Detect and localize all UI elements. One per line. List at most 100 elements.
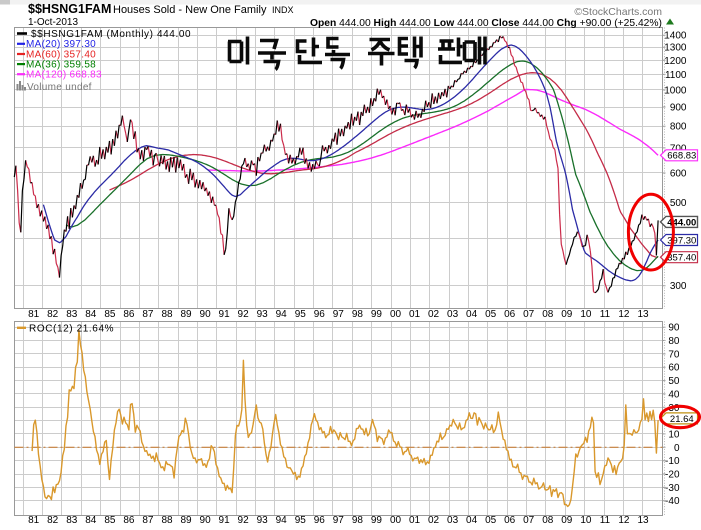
svg-text:Open 444.00 High 444.00 Low 44: Open 444.00 High 444.00 Low 444.00 Close… [310, 17, 662, 29]
svg-text:700: 700 [670, 143, 687, 154]
svg-text:1-Oct-2013: 1-Oct-2013 [28, 17, 78, 28]
svg-text:MA(120) 668.83: MA(120) 668.83 [26, 70, 102, 81]
svg-text:84: 84 [85, 309, 97, 320]
svg-text:88: 88 [161, 309, 173, 320]
svg-text:93: 93 [257, 309, 269, 320]
svg-text:85: 85 [104, 309, 116, 320]
svg-text:03: 03 [447, 309, 459, 320]
svg-text:92: 92 [238, 515, 250, 525]
svg-text:04: 04 [466, 515, 478, 525]
svg-text:©StockCharts.com: ©StockCharts.com [574, 6, 662, 18]
svg-text:0: 0 [674, 443, 680, 454]
svg-text:05: 05 [485, 309, 497, 320]
svg-text:94: 94 [276, 309, 288, 320]
svg-text:21.64: 21.64 [670, 414, 694, 425]
svg-text:02: 02 [428, 515, 440, 525]
svg-text:INDX: INDX [272, 5, 294, 15]
svg-text:11: 11 [600, 309, 611, 320]
svg-text:-30: -30 [665, 483, 680, 494]
svg-text:668.83: 668.83 [667, 151, 696, 162]
svg-text:99: 99 [371, 515, 383, 525]
svg-text:89: 89 [180, 309, 192, 320]
svg-text:$$HSNG1FAM: $$HSNG1FAM [28, 2, 111, 16]
svg-text:92: 92 [238, 309, 250, 320]
svg-text:-20: -20 [665, 470, 680, 481]
svg-text:600: 600 [670, 169, 687, 180]
svg-text:800: 800 [670, 122, 687, 133]
svg-text:MA(36) 359.58: MA(36) 359.58 [26, 60, 96, 71]
svg-text:-40: -40 [665, 496, 680, 507]
svg-text:04: 04 [466, 309, 478, 320]
svg-text:98: 98 [352, 515, 364, 525]
svg-text:1100: 1100 [665, 70, 687, 81]
svg-text:$$HSNG1FAM (Monthly) 444.00: $$HSNG1FAM (Monthly) 444.00 [31, 29, 191, 40]
svg-text:1200: 1200 [664, 56, 687, 67]
svg-text:40: 40 [668, 389, 680, 400]
svg-text:1000: 1000 [664, 85, 687, 96]
svg-text:500: 500 [670, 198, 687, 209]
svg-text:82: 82 [47, 515, 59, 525]
svg-text:300: 300 [670, 281, 687, 292]
svg-text:84: 84 [85, 515, 97, 525]
svg-text:83: 83 [66, 309, 78, 320]
svg-text:97: 97 [333, 309, 345, 320]
svg-text:00: 00 [390, 309, 402, 320]
svg-text:03: 03 [447, 515, 459, 525]
svg-text:444.00: 444.00 [667, 217, 696, 228]
svg-text:10: 10 [668, 429, 680, 440]
svg-text:ROC(12) 21.64%: ROC(12) 21.64% [29, 323, 114, 334]
svg-text:12: 12 [618, 515, 630, 525]
svg-text:91: 91 [219, 309, 231, 320]
svg-text:90: 90 [200, 309, 212, 320]
svg-text:1300: 1300 [664, 43, 687, 54]
svg-text:60: 60 [668, 363, 680, 374]
svg-text:81: 81 [28, 309, 40, 320]
svg-text:900: 900 [670, 103, 687, 114]
svg-text:80: 80 [668, 336, 680, 347]
svg-text:07: 07 [523, 309, 535, 320]
svg-text:87: 87 [142, 515, 154, 525]
svg-text:MA(60) 357.40: MA(60) 357.40 [26, 49, 96, 60]
svg-text:81: 81 [28, 515, 40, 525]
svg-text:88: 88 [161, 515, 173, 525]
svg-text:89: 89 [180, 515, 192, 525]
svg-text:397.30: 397.30 [667, 235, 696, 246]
svg-text:-10: -10 [665, 456, 680, 467]
svg-text:06: 06 [504, 309, 516, 320]
svg-text:82: 82 [47, 309, 59, 320]
svg-text:10: 10 [580, 515, 592, 525]
svg-text:13: 13 [637, 309, 649, 320]
svg-text:06: 06 [504, 515, 516, 525]
svg-text:09: 09 [561, 309, 573, 320]
svg-text:08: 08 [542, 309, 554, 320]
svg-text:07: 07 [523, 515, 535, 525]
svg-text:13: 13 [637, 515, 649, 525]
svg-text:94: 94 [276, 515, 288, 525]
svg-text:90: 90 [200, 515, 212, 525]
svg-text:50: 50 [668, 376, 680, 387]
svg-text:97: 97 [333, 515, 345, 525]
svg-text:09: 09 [561, 515, 573, 525]
svg-text:99: 99 [371, 309, 383, 320]
svg-text:96: 96 [314, 515, 326, 525]
svg-text:70: 70 [668, 349, 680, 360]
svg-text:Houses Sold - New One Family: Houses Sold - New One Family [113, 4, 267, 16]
svg-text:86: 86 [123, 515, 135, 525]
svg-text:83: 83 [66, 515, 78, 525]
svg-text:98: 98 [352, 309, 364, 320]
svg-text:Volume undef: Volume undef [27, 82, 92, 93]
svg-text:11: 11 [600, 515, 611, 525]
svg-text:02: 02 [428, 309, 440, 320]
svg-text:12: 12 [618, 309, 630, 320]
svg-text:08: 08 [542, 515, 554, 525]
svg-text:01: 01 [409, 309, 421, 320]
svg-text:05: 05 [485, 515, 497, 525]
svg-text:MA(20) 397.30: MA(20) 397.30 [26, 39, 96, 50]
svg-text:357.40: 357.40 [667, 253, 696, 264]
svg-text:87: 87 [142, 309, 154, 320]
svg-text:93: 93 [257, 515, 269, 525]
svg-text:91: 91 [219, 515, 231, 525]
svg-text:01: 01 [409, 515, 421, 525]
svg-text:96: 96 [314, 309, 326, 320]
svg-text:90: 90 [668, 323, 680, 334]
